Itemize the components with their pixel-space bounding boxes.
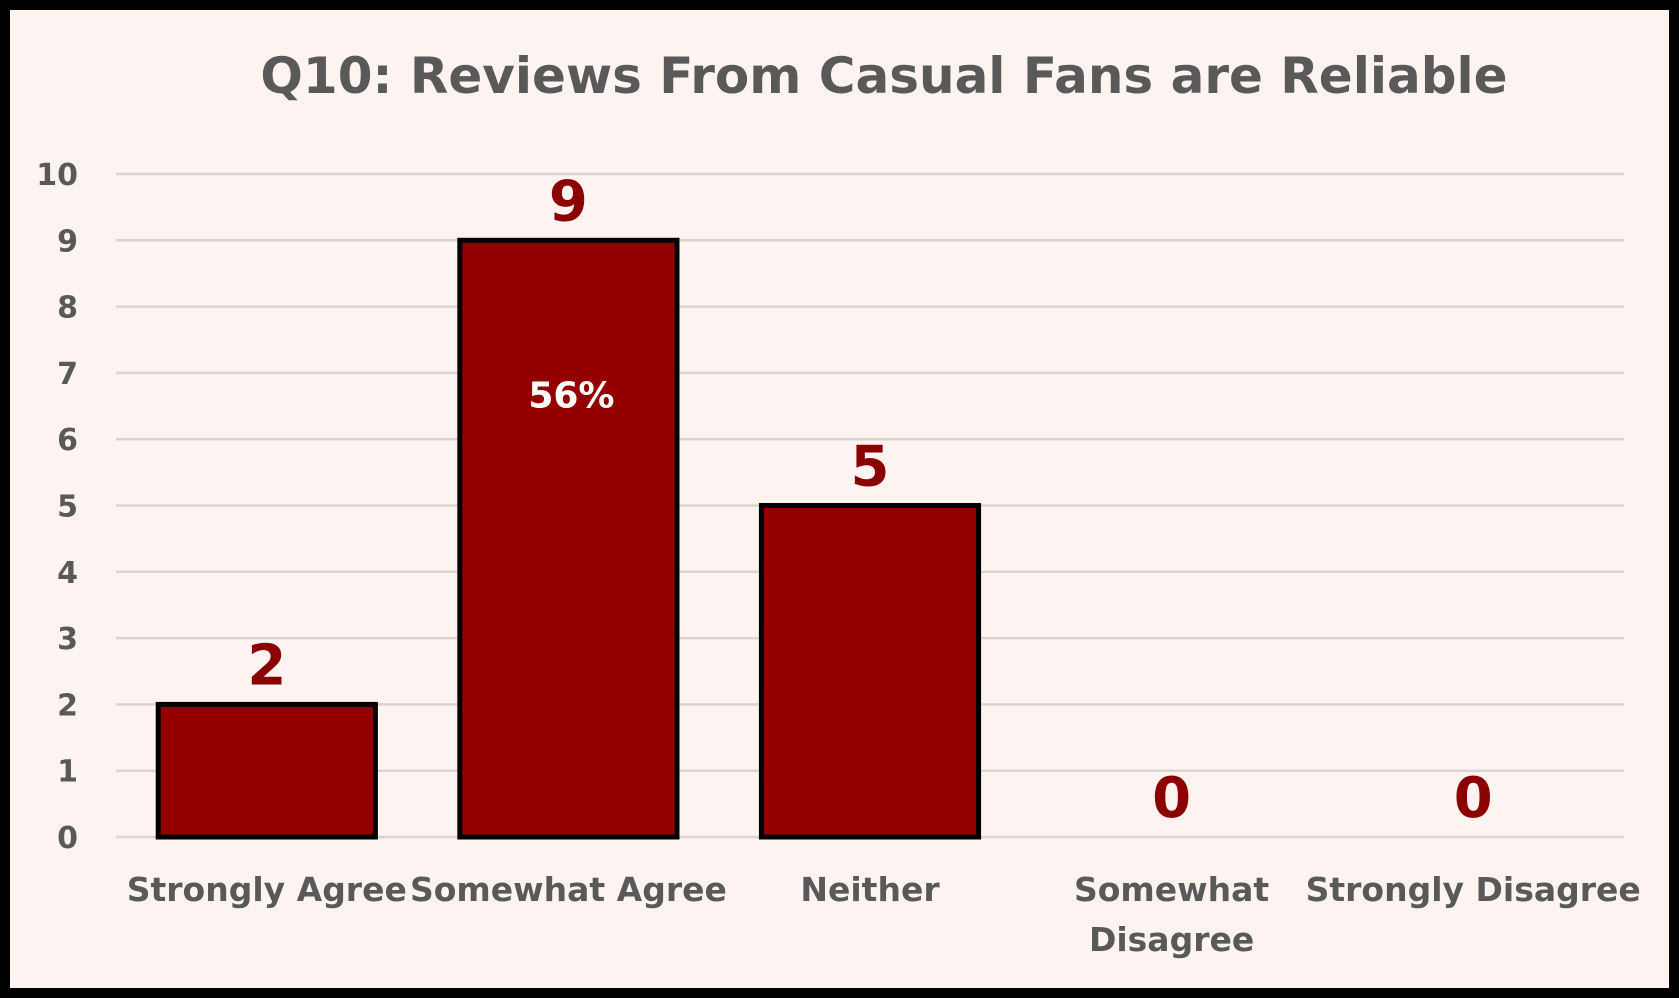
data-labels: 2 9 56% 5 0 0 [247,169,1492,831]
y-tick-label: 3 [57,622,78,657]
y-tick-label: 10 [36,158,78,193]
y-tick-label: 0 [57,821,78,856]
y-axis-ticks: 0 1 2 3 4 5 6 7 8 9 10 [36,158,78,856]
data-label: 0 [1152,766,1191,831]
y-tick-label: 4 [57,556,78,591]
y-tick-label: 7 [57,357,78,392]
x-category-label: Strongly Agree [127,870,407,909]
bars [155,237,982,840]
y-tick-label: 5 [57,490,78,525]
x-category-label: Somewhat [1074,870,1269,909]
bar-2 [758,503,982,840]
y-tick-label: 9 [57,224,78,259]
x-category-label: Neither [800,870,940,909]
y-tick-label: 1 [57,755,78,790]
x-category-label: Disagree [1089,920,1254,959]
y-tick-label: 2 [57,688,78,723]
chart-title: Q10: Reviews From Casual Fans are Reliab… [260,47,1507,105]
x-category-label: Somewhat Agree [410,870,727,909]
data-label: 2 [247,633,286,698]
x-category-label: Strongly Disagree [1306,870,1641,909]
x-axis-categories: Strongly Agree Somewhat Agree Neither Somew… [127,870,1641,959]
y-tick-label: 8 [57,291,78,326]
bar-1 [457,237,680,840]
y-tick-label: 6 [57,423,78,458]
bar-0 [155,701,378,840]
percent-label: 56% [528,375,614,416]
data-label: 0 [1454,766,1493,831]
data-label: 9 [549,169,588,234]
data-label: 5 [851,435,890,500]
